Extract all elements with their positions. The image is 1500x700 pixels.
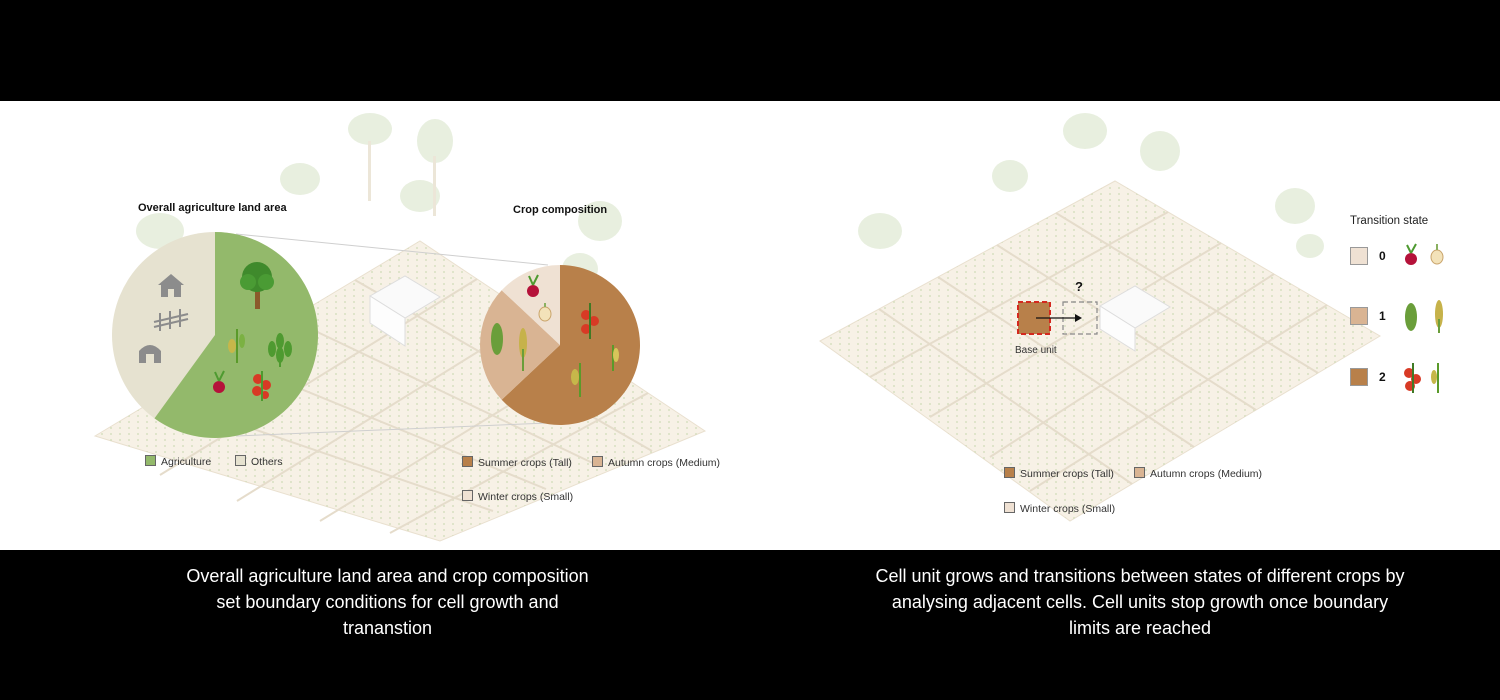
caption-left: Overall agriculture land area and crop c…: [186, 566, 589, 638]
tomato-icon: [1404, 363, 1421, 393]
legend-item-autumn: Autumn crops (Medium): [592, 456, 720, 469]
legend-swatch: [1004, 467, 1015, 478]
legend-swatch: [145, 455, 156, 466]
legend-label: Autumn crops (Medium): [608, 457, 721, 469]
legend-label: Summer crops (Tall): [478, 457, 572, 469]
illustration-layer: [93, 113, 1444, 542]
onion-icon: [538, 303, 552, 322]
transition-state-title: Transition state: [1350, 215, 1429, 227]
barn-icon: [139, 345, 161, 363]
crop-composition-title: Crop composition: [513, 204, 608, 216]
corn-icon: [571, 345, 619, 397]
state-label-2: 2: [1379, 370, 1386, 384]
legend-label: Others: [251, 456, 283, 468]
legend-swatch: [462, 490, 473, 501]
onion-icon: [1430, 244, 1444, 265]
legend-label: Summer crops (Tall): [1020, 468, 1114, 480]
land-area-title: Overall agriculture land area: [138, 202, 287, 214]
legend-label: Autumn crops (Medium): [1150, 468, 1263, 480]
herb-icon: [1405, 300, 1443, 333]
legend-label: Winter crops (Small): [1020, 503, 1116, 515]
legend-swatch: [592, 456, 603, 467]
legend-item-summer: Summer crops (Tall): [462, 456, 572, 469]
state-swatch-0: [1350, 247, 1368, 265]
transition-arrow: [1036, 314, 1082, 322]
beet-icon: [527, 274, 539, 297]
zoom-connectors: [235, 233, 549, 437]
herb-icon: [491, 323, 527, 371]
house-icon: [158, 274, 184, 297]
legend-label: Agriculture: [161, 456, 212, 468]
beet-icon: [1405, 243, 1417, 265]
legend-item-winter: Winter crops (Small): [1004, 502, 1115, 515]
legend-item-summer: Summer crops (Tall): [1004, 467, 1114, 480]
tree-icon: [240, 262, 274, 309]
legend-item-others: Others: [235, 455, 283, 468]
legend-item-autumn: Autumn crops (Medium): [1134, 467, 1262, 480]
base-unit-label: Base unit: [1015, 345, 1057, 356]
land-pie: [112, 232, 319, 438]
diagram-panel: Overall agriculture land area Crop compo…: [0, 101, 1500, 550]
fence-icon: [153, 309, 189, 331]
corn-icon: [1431, 363, 1439, 393]
legend-item-agriculture: Agriculture: [145, 455, 211, 468]
wheat-icon: [268, 333, 292, 367]
right-trees: [858, 113, 1324, 258]
legend-item-winter: Winter crops (Small): [462, 490, 573, 503]
tomato-icon: [581, 303, 599, 339]
crop-pie: [480, 265, 641, 426]
legend-label: Winter crops (Small): [478, 491, 574, 503]
left-field-grid: [93, 240, 707, 542]
caption-right: Cell unit grows and transitions between …: [875, 566, 1405, 638]
legend-swatch: [1134, 467, 1145, 478]
left-trees: [136, 113, 622, 285]
tomato-icon: [252, 371, 271, 401]
right-field-grid: [819, 180, 1381, 522]
state-swatch-1: [1350, 307, 1368, 325]
question-mark: ?: [1075, 279, 1083, 294]
legend-swatch: [235, 455, 246, 466]
pie-slice-winter: [501, 265, 560, 345]
state-label-1: 1: [1379, 309, 1386, 323]
pie-slice-summer: [501, 265, 641, 426]
state-label-0: 0: [1379, 249, 1386, 263]
legend-swatch: [1004, 502, 1015, 513]
beet-icon: [213, 370, 225, 393]
corn-icon: [228, 329, 245, 363]
state-swatch-2: [1350, 368, 1368, 386]
legend-swatch: [462, 456, 473, 467]
